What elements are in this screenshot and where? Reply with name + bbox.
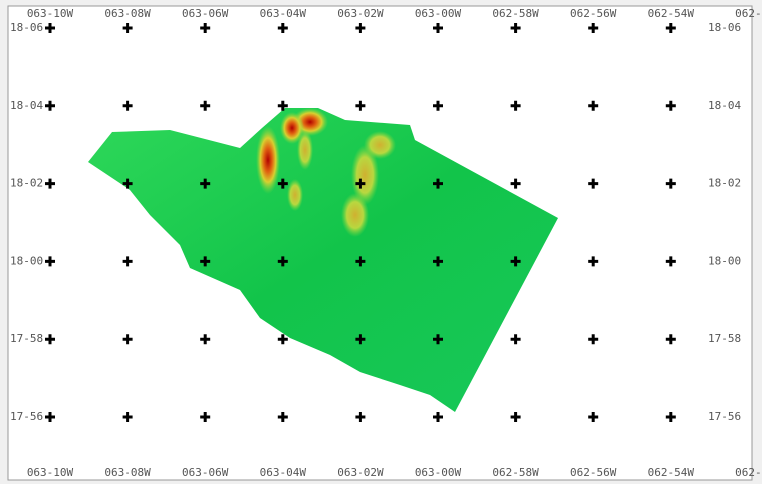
ridge: [351, 145, 379, 205]
ridge: [297, 130, 313, 170]
grid-cross: [355, 412, 366, 422]
grid-cross: [510, 412, 521, 422]
grid-cross: [355, 23, 366, 33]
grid-cross: [510, 23, 521, 33]
longitude-label: 062-: [735, 7, 762, 20]
ridge: [287, 179, 303, 211]
grid-cross: [122, 100, 133, 111]
ridge: [280, 112, 304, 144]
longitude-label: 063-10W: [27, 466, 74, 479]
grid-cross: [433, 100, 443, 111]
longitude-label: 063-04W: [260, 7, 307, 20]
grid-cross: [665, 334, 676, 345]
grid-cross: [665, 178, 676, 189]
longitude-label: 063-04W: [260, 466, 307, 479]
grid-cross: [355, 100, 366, 111]
longitude-label: 063-10W: [27, 7, 74, 20]
grid-cross: [45, 100, 55, 111]
grid-cross: [433, 23, 443, 33]
grid-cross: [200, 334, 211, 345]
grid-cross: [45, 256, 55, 267]
latitude-label: 18-04: [10, 99, 43, 112]
grid-cross: [355, 178, 366, 189]
grid-cross: [355, 256, 366, 267]
grid-cross: [122, 178, 133, 189]
grid-cross: [122, 256, 133, 267]
longitude-label: 062-: [735, 466, 762, 479]
grid-cross: [277, 412, 288, 422]
grid-cross: [588, 256, 599, 267]
grid-cross: [433, 412, 443, 422]
grid-cross: [200, 178, 211, 189]
longitude-label: 062-56W: [570, 466, 617, 479]
grid-cross: [122, 334, 133, 345]
longitude-label: 063-02W: [337, 7, 384, 20]
grid-cross: [510, 334, 521, 345]
grid-cross: [45, 23, 55, 33]
grid-cross: [588, 23, 599, 33]
longitude-label: 062-56W: [570, 7, 617, 20]
grid-cross: [588, 412, 599, 422]
grid-cross: [510, 100, 521, 111]
grid-cross: [122, 23, 133, 33]
latitude-label: 18-02: [10, 177, 43, 190]
grid-cross: [200, 412, 211, 422]
grid-cross: [277, 100, 288, 111]
ridge: [364, 131, 396, 159]
grid-cross: [588, 334, 599, 345]
longitude-label: 063-08W: [104, 7, 151, 20]
latitude-label: 17-56: [708, 410, 741, 423]
longitude-label: 062-54W: [648, 7, 695, 20]
graticule: 063-10W 063-10W 063-08W 063-08W 063-06W 063-0…: [10, 7, 762, 479]
grid-cross: [665, 100, 676, 111]
latitude-label: 18-00: [708, 254, 741, 267]
latitude-label: 18-04: [708, 99, 741, 112]
grid-cross: [510, 256, 521, 267]
grid-cross: [277, 334, 288, 345]
ridge: [256, 126, 280, 194]
latitude-label: 17-58: [10, 332, 43, 345]
grid-cross: [45, 412, 55, 422]
longitude-label: 063-00W: [415, 7, 462, 20]
grid-cross: [433, 256, 443, 267]
latitude-label: 18-00: [10, 254, 43, 267]
grid-cross: [45, 334, 55, 345]
grid-cross: [510, 178, 521, 189]
grid-cross: [433, 178, 443, 189]
longitude-label: 063-06W: [182, 7, 229, 20]
grid-cross: [45, 178, 55, 189]
ridge: [341, 193, 369, 237]
grid-cross: [200, 100, 211, 111]
latitude-label: 17-56: [10, 410, 43, 423]
longitude-label: 063-02W: [337, 466, 384, 479]
latitude-label: 18-06: [10, 21, 43, 34]
longitude-label: 062-58W: [492, 466, 539, 479]
latitude-label: 18-06: [708, 21, 741, 34]
grid-cross: [665, 256, 676, 267]
longitude-label: 063-08W: [104, 466, 151, 479]
longitude-label: 062-54W: [648, 466, 695, 479]
latitude-label: 18-02: [708, 177, 741, 190]
latitude-label: 17-58: [708, 332, 741, 345]
grid-cross: [277, 23, 288, 33]
grid-cross: [433, 334, 443, 345]
longitude-label: 063-06W: [182, 466, 229, 479]
longitude-label: 062-58W: [492, 7, 539, 20]
grid-cross: [122, 412, 133, 422]
grid-cross: [277, 178, 288, 189]
grid-cross: [355, 334, 366, 345]
grid-cross: [588, 178, 599, 189]
longitude-label: 063-00W: [415, 466, 462, 479]
grid-cross: [200, 23, 211, 33]
grid-cross: [200, 256, 211, 267]
grid-cross: [665, 412, 676, 422]
grid-cross: [277, 256, 288, 267]
grid-cross: [588, 100, 599, 111]
grid-cross: [665, 23, 676, 33]
